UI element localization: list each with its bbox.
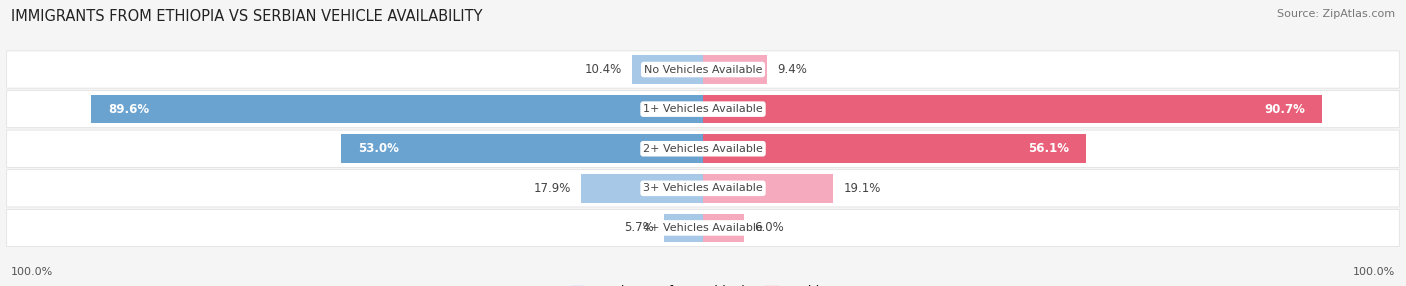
Bar	[581, 174, 703, 202]
Text: 19.1%: 19.1%	[844, 182, 882, 195]
Text: Source: ZipAtlas.com: Source: ZipAtlas.com	[1277, 9, 1395, 19]
Bar	[664, 214, 703, 242]
Legend: Immigrants from Ethiopia, Serbian: Immigrants from Ethiopia, Serbian	[565, 280, 841, 286]
Text: 2+ Vehicles Available: 2+ Vehicles Available	[643, 144, 763, 154]
Bar	[703, 55, 768, 84]
FancyBboxPatch shape	[7, 209, 1399, 247]
Bar	[703, 134, 1085, 163]
FancyBboxPatch shape	[7, 51, 1399, 88]
Text: 6.0%: 6.0%	[754, 221, 785, 235]
Text: 10.4%: 10.4%	[585, 63, 621, 76]
Text: No Vehicles Available: No Vehicles Available	[644, 65, 762, 75]
Bar	[342, 134, 703, 163]
Text: 90.7%: 90.7%	[1264, 103, 1305, 116]
Text: 53.0%: 53.0%	[359, 142, 399, 155]
Bar	[703, 214, 744, 242]
Text: 1+ Vehicles Available: 1+ Vehicles Available	[643, 104, 763, 114]
FancyBboxPatch shape	[7, 90, 1399, 128]
Text: 56.1%: 56.1%	[1028, 142, 1069, 155]
Bar	[633, 55, 703, 84]
Text: 5.7%: 5.7%	[624, 221, 654, 235]
Text: 89.6%: 89.6%	[108, 103, 149, 116]
Text: 100.0%: 100.0%	[11, 267, 53, 277]
Bar	[703, 174, 834, 202]
Text: 3+ Vehicles Available: 3+ Vehicles Available	[643, 183, 763, 193]
Text: 4+ Vehicles Available: 4+ Vehicles Available	[643, 223, 763, 233]
Text: 17.9%: 17.9%	[533, 182, 571, 195]
FancyBboxPatch shape	[7, 170, 1399, 207]
Bar	[703, 95, 1322, 123]
FancyBboxPatch shape	[7, 130, 1399, 167]
Text: 100.0%: 100.0%	[1353, 267, 1395, 277]
Text: 9.4%: 9.4%	[778, 63, 807, 76]
Bar	[91, 95, 703, 123]
Text: IMMIGRANTS FROM ETHIOPIA VS SERBIAN VEHICLE AVAILABILITY: IMMIGRANTS FROM ETHIOPIA VS SERBIAN VEHI…	[11, 9, 482, 23]
